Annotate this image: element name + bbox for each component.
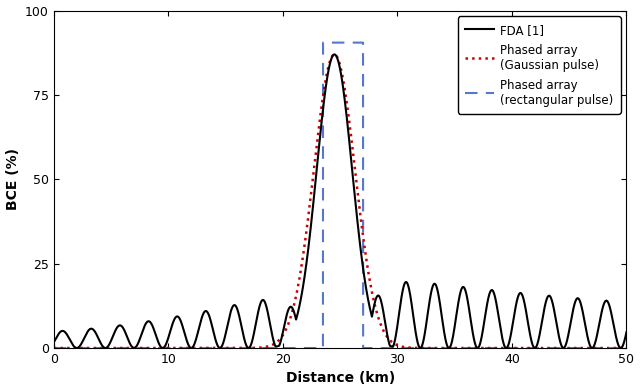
Phased array
(rectangular pulse) (592, 346, 600, 350)
Phased array
(Gaussian pulse) (163, 346, 170, 350)
Legend: FDA [1], Phased array
(Gaussian pulse), Phased array
(rectangular pulse): FDA [1], Phased array (Gaussian pulse), … (458, 16, 621, 114)
FDA [1] (330, 52, 338, 57)
Line: Phased array
(Gaussian pulse): Phased array (Gaussian pulse) (54, 54, 627, 348)
X-axis label: Distance (km): Distance (km) (285, 371, 395, 386)
Phased array
(Gaussian pulse) (74, 346, 81, 350)
FDA [1] (617, 346, 625, 350)
Phased array
(rectangular pulse) (84, 346, 92, 350)
Phased array
(rectangular pulse) (50, 346, 58, 350)
Phased array
(Gaussian pulse) (331, 52, 339, 57)
Phased array
(rectangular pulse) (52, 346, 60, 350)
FDA [1] (50, 340, 58, 344)
FDA [1] (52, 335, 60, 340)
Y-axis label: BCE (%): BCE (%) (6, 148, 20, 210)
FDA [1] (331, 52, 339, 57)
Phased array
(rectangular pulse) (163, 346, 170, 350)
FDA [1] (84, 328, 92, 333)
Phased array
(rectangular pulse) (74, 346, 81, 350)
FDA [1] (163, 342, 170, 346)
Phased array
(Gaussian pulse) (84, 346, 92, 350)
FDA [1] (74, 346, 81, 350)
Line: FDA [1]: FDA [1] (54, 54, 627, 348)
Phased array
(Gaussian pulse) (50, 346, 58, 350)
FDA [1] (623, 330, 630, 335)
Phased array
(Gaussian pulse) (623, 346, 630, 350)
FDA [1] (592, 337, 600, 341)
Phased array
(Gaussian pulse) (52, 346, 60, 350)
Phased array
(rectangular pulse) (319, 40, 327, 45)
Phased array
(rectangular pulse) (623, 346, 630, 350)
Phased array
(rectangular pulse) (330, 40, 338, 45)
Phased array
(Gaussian pulse) (330, 52, 338, 57)
Line: Phased array
(rectangular pulse): Phased array (rectangular pulse) (54, 43, 627, 348)
Phased array
(Gaussian pulse) (592, 346, 600, 350)
